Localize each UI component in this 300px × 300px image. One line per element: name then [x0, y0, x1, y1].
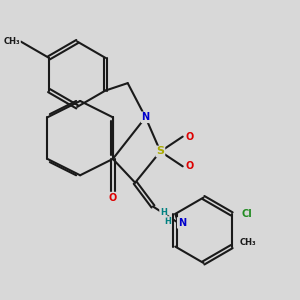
- Text: S: S: [156, 146, 164, 157]
- Text: O: O: [109, 193, 117, 202]
- Text: N: N: [178, 218, 186, 228]
- Text: CH₃: CH₃: [240, 238, 256, 247]
- Text: H: H: [164, 217, 171, 226]
- Text: O: O: [186, 161, 194, 171]
- Text: CH₃: CH₃: [4, 37, 20, 46]
- Text: H: H: [160, 208, 167, 217]
- Text: Cl: Cl: [241, 209, 252, 219]
- Text: O: O: [186, 132, 194, 142]
- Text: N: N: [142, 112, 150, 122]
